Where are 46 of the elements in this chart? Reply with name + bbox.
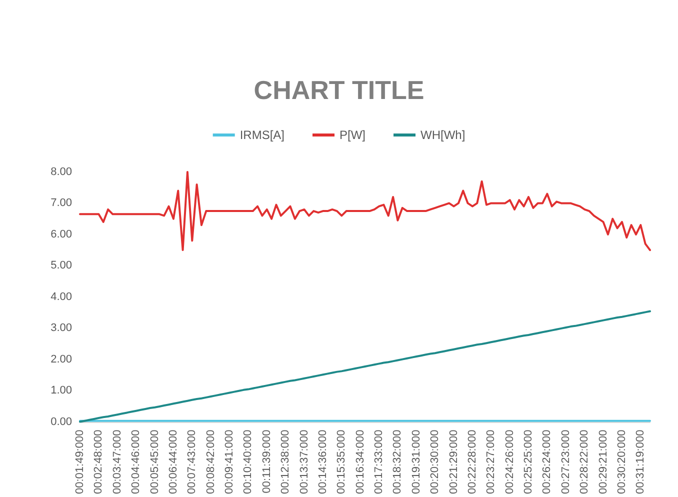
y-tick-label: 0.00 [50, 416, 72, 428]
x-tick-label: 00:25:25:000 [522, 430, 535, 494]
x-tick-label: 00:16:34:000 [354, 430, 366, 494]
x-tick-label: 00:06:44:000 [167, 430, 180, 494]
x-tick-label: 00:20:30:000 [429, 430, 442, 494]
y-tick-label: 1.00 [50, 384, 72, 397]
x-tick-label: 00:01:49:000 [74, 430, 86, 494]
x-tick-label: 00:10:40:000 [242, 430, 254, 494]
y-tick-label: 2.00 [50, 353, 72, 366]
x-tick-label: 00:24:26:000 [504, 430, 516, 494]
x-tick-label: 00:13:37:000 [298, 430, 310, 494]
y-tick-label: 7.00 [50, 197, 72, 210]
x-tick-label: 00:23:27:000 [485, 430, 498, 494]
legend-label: P[W] [340, 128, 366, 142]
x-tick-label: 00:08:42:000 [204, 430, 217, 494]
x-tick-label: 00:11:39:000 [260, 430, 273, 494]
x-tick-label: 00:31:19:000 [634, 430, 647, 494]
x-tick-label: 00:14:36:000 [316, 430, 329, 494]
x-tick-label: 00:28:22:000 [578, 430, 591, 494]
y-tick-label: 5.00 [50, 260, 72, 272]
x-tick-label: 00:03:47:000 [111, 430, 124, 494]
x-tick-label: 00:17:33:000 [373, 430, 386, 494]
line-series [79, 171, 651, 252]
chart-title: CHART TITLE [254, 75, 424, 105]
y-tick-label: 8.00 [50, 166, 72, 178]
x-tick-label: 00:15:35:000 [336, 430, 348, 494]
x-tick-label: 00:22:28:000 [466, 430, 478, 494]
y-tick-label: 3.00 [50, 322, 72, 334]
x-tick-label: 00:18:32:000 [392, 430, 404, 494]
legend-label: WH[Wh] [420, 128, 466, 142]
x-tick-label: 00:04:46:000 [130, 430, 142, 494]
line-series [79, 310, 651, 423]
y-tick-label: 4.00 [50, 290, 72, 303]
x-tick-label: 00:26:24:000 [541, 430, 554, 494]
x-tick-label: 00:30:20:000 [616, 430, 628, 494]
x-tick-label: 00:12:38:000 [280, 430, 292, 494]
x-tick-label: 00:19:31:000 [410, 430, 422, 494]
legend-label: IRMS[A] [240, 128, 285, 142]
x-tick-label: 00:09:41:000 [224, 430, 236, 494]
x-tick-label: 00:05:45:000 [148, 430, 161, 494]
x-tick-label: 00:21:29:000 [448, 430, 460, 494]
x-tick-label: 00:29:21:000 [597, 430, 610, 494]
x-tick-label: 00:07:43:000 [186, 430, 198, 494]
y-tick-label: 6.00 [50, 228, 72, 240]
x-tick-label: 00:27:23:000 [560, 430, 572, 494]
x-tick-label: 00:02:48:000 [92, 430, 105, 494]
